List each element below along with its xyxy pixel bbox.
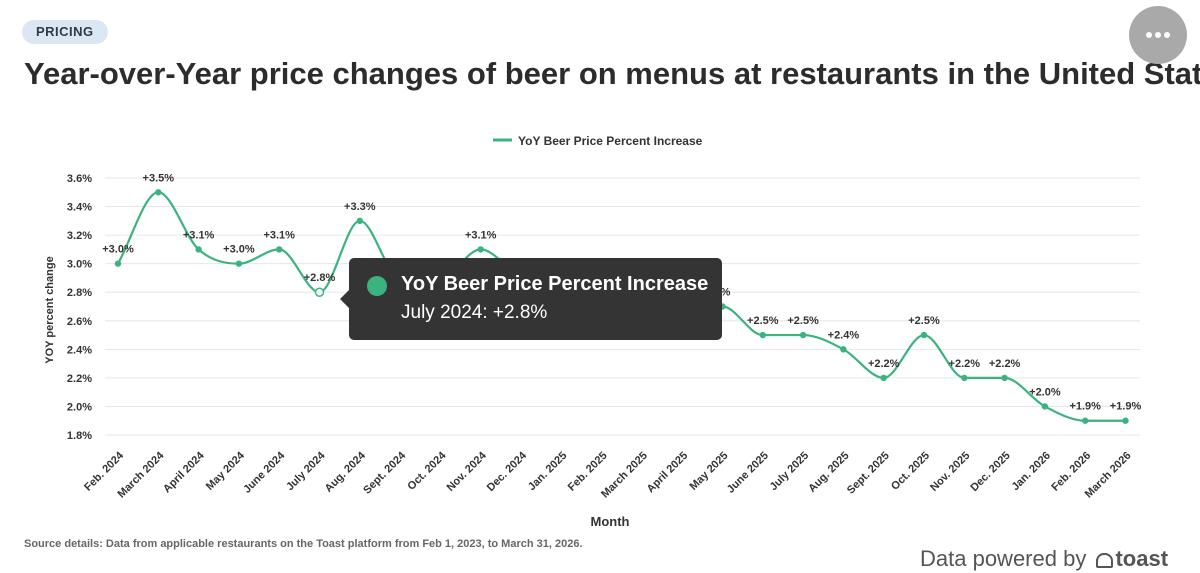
y-tick-label: 2.8% <box>67 287 92 299</box>
data-point <box>114 260 122 267</box>
brand-name: toast <box>1115 546 1169 571</box>
ellipsis-icon <box>1155 32 1161 38</box>
x-tick-label: April 2025 <box>645 450 691 496</box>
x-tick-label: Dec. 2024 <box>485 449 530 494</box>
tooltip-series-name: YoY Beer Price Percent Increase <box>401 273 709 295</box>
data-label: +3.3% <box>344 201 376 213</box>
data-point <box>920 331 928 339</box>
x-tick-label: Jan. 2025 <box>526 450 570 494</box>
ellipsis-icon <box>1164 32 1170 38</box>
x-tick-label: May 2025 <box>688 450 731 493</box>
data-point <box>477 246 484 253</box>
x-tick-label: Sept. 2024 <box>361 449 409 497</box>
data-point <box>1001 374 1008 382</box>
toast-logo-icon <box>1096 553 1114 568</box>
x-tick-label: June 2025 <box>725 450 771 496</box>
data-label: +3.1% <box>465 229 497 241</box>
x-tick-label: Sept. 2025 <box>845 450 892 497</box>
source-note: Source details: Data from applicable res… <box>24 538 583 550</box>
data-label: +3.0% <box>223 244 255 256</box>
powered-by-credit: Data powered by toast <box>920 546 1168 572</box>
data-point <box>1082 417 1089 424</box>
data-label: +2.4% <box>828 329 860 341</box>
data-label: +2.2% <box>949 358 981 370</box>
data-label: +3.1% <box>263 229 295 241</box>
x-tick-label: June 2024 <box>241 449 288 496</box>
y-tick-label: 3.2% <box>67 230 92 242</box>
data-label: +3.0% <box>102 244 134 256</box>
y-axis-ticks: 1.8% 2.0% 2.2% 2.4% 2.6% 2.8% 3.0% 3.2% 3.4% 3.6% <box>67 173 92 442</box>
data-point <box>276 246 283 253</box>
data-point <box>759 331 766 339</box>
tooltip-value: July 2024: +2.8% <box>401 302 548 323</box>
x-tick-label: Nov. 2025 <box>928 450 972 494</box>
legend-label: YoY Beer Price Percent Increase <box>518 134 703 148</box>
data-point <box>961 374 968 382</box>
data-label: +2.2% <box>989 358 1021 370</box>
legend[interactable]: YoY Beer Price Percent Increase <box>493 134 703 148</box>
data-point <box>195 246 202 253</box>
x-tick-label: Jan. 2026 <box>1010 450 1054 494</box>
ellipsis-icon <box>1146 32 1152 38</box>
data-label: +2.5% <box>908 315 940 327</box>
data-label: +3.1% <box>183 229 215 241</box>
y-tick-label: 2.2% <box>67 373 92 385</box>
x-tick-label: Nov. 2024 <box>445 449 490 494</box>
category-badge: PRICING <box>22 20 108 44</box>
x-tick-label: Oct. 2024 <box>405 449 449 493</box>
data-label: +2.5% <box>787 315 819 327</box>
y-tick-label: 2.4% <box>67 344 92 356</box>
series-color-dot <box>367 276 387 296</box>
y-tick-label: 3.4% <box>67 202 92 214</box>
page-title: Year-over-Year price changes of beer on … <box>24 56 1200 91</box>
powered-by-text: Data powered by <box>920 546 1087 571</box>
y-tick-label: 3.0% <box>67 259 92 271</box>
x-tick-label: Oct. 2025 <box>889 450 932 493</box>
data-point <box>1041 403 1049 410</box>
data-point <box>799 331 807 339</box>
more-options-button[interactable] <box>1129 6 1187 64</box>
data-point <box>1122 417 1129 424</box>
y-tick-label: 1.8% <box>67 430 92 442</box>
x-axis-title: Month <box>591 514 630 529</box>
data-label: +2.8% <box>304 272 336 284</box>
data-labels: +3.0% +3.5% +3.1% +3.0% +3.1% +2.8% +3.3% +3.1%… <box>102 172 1141 412</box>
x-tick-label: Dec. 2025 <box>968 450 1012 494</box>
data-point <box>314 287 325 297</box>
data-label: +2.2% <box>868 358 900 370</box>
data-tooltip: YoY Beer Price Percent Increase July 202… <box>340 258 722 340</box>
x-tick-label: April 2024 <box>161 449 207 495</box>
data-label: +1.9% <box>1069 401 1101 413</box>
data-label: +2.5% <box>747 315 779 327</box>
data-point <box>880 374 887 382</box>
data-point <box>356 217 363 225</box>
data-point <box>235 260 243 267</box>
y-tick-label: 3.6% <box>67 173 92 185</box>
data-point <box>155 189 162 196</box>
data-label: +3.5% <box>143 172 175 184</box>
y-axis-title: YOY percent change <box>44 256 56 363</box>
x-tick-label: July 2025 <box>768 450 812 494</box>
y-tick-label: 2.0% <box>67 401 92 413</box>
y-tick-label: 2.6% <box>67 316 92 328</box>
data-label: +1.9% <box>1110 401 1142 413</box>
data-point <box>840 346 847 353</box>
data-label: +2.0% <box>1029 386 1061 398</box>
